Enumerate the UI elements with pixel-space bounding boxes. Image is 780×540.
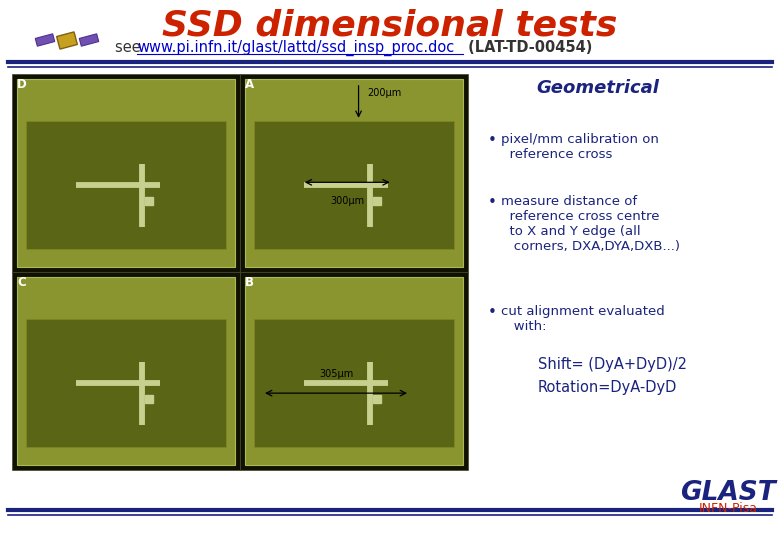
Bar <box>17 79 235 267</box>
Text: B: B <box>245 276 254 289</box>
Bar <box>144 395 153 403</box>
Text: cut alignment evaluated
   with:: cut alignment evaluated with: <box>501 305 665 333</box>
Bar <box>254 121 454 249</box>
Text: C: C <box>17 276 26 289</box>
Bar <box>27 319 226 447</box>
Bar <box>245 79 463 267</box>
Bar <box>373 395 381 403</box>
Bar <box>144 197 153 205</box>
Text: INFN-Pisa: INFN-Pisa <box>699 502 757 515</box>
Text: www.pi.infn.it/glast/lattd/ssd_insp_proc.doc: www.pi.infn.it/glast/lattd/ssd_insp_proc… <box>137 40 454 56</box>
Bar <box>27 121 226 249</box>
Text: 200μm: 200μm <box>367 88 402 98</box>
Text: GLAST: GLAST <box>680 480 776 506</box>
Text: Geometrical: Geometrical <box>537 79 659 97</box>
Text: A: A <box>245 78 254 91</box>
Text: D: D <box>17 78 27 91</box>
Bar <box>17 277 235 465</box>
Text: •: • <box>488 305 497 320</box>
Bar <box>240 272 468 470</box>
Bar <box>57 32 77 49</box>
Bar <box>245 277 463 465</box>
Text: SSD dimensional tests: SSD dimensional tests <box>162 8 618 42</box>
Bar <box>80 34 99 46</box>
Text: 305μm: 305μm <box>319 369 353 379</box>
Text: •: • <box>488 195 497 210</box>
Bar <box>12 74 240 272</box>
Text: •: • <box>488 133 497 148</box>
Text: 300μm: 300μm <box>330 196 364 206</box>
Text: Shift= (DyA+DyD)/2: Shift= (DyA+DyD)/2 <box>538 357 687 372</box>
Text: measure distance of
  reference cross centre
  to X and Y edge (all
   corners, : measure distance of reference cross cent… <box>501 195 680 253</box>
Bar <box>373 197 381 205</box>
Bar <box>240 74 468 272</box>
Text: Rotation=DyA-DyD: Rotation=DyA-DyD <box>538 380 677 395</box>
Text: see: see <box>115 40 145 56</box>
Bar <box>12 272 240 470</box>
Bar <box>35 34 55 46</box>
Text: (LAT-TD-00454): (LAT-TD-00454) <box>463 40 592 56</box>
Bar <box>254 319 454 447</box>
Text: pixel/mm calibration on
  reference cross: pixel/mm calibration on reference cross <box>501 133 659 161</box>
